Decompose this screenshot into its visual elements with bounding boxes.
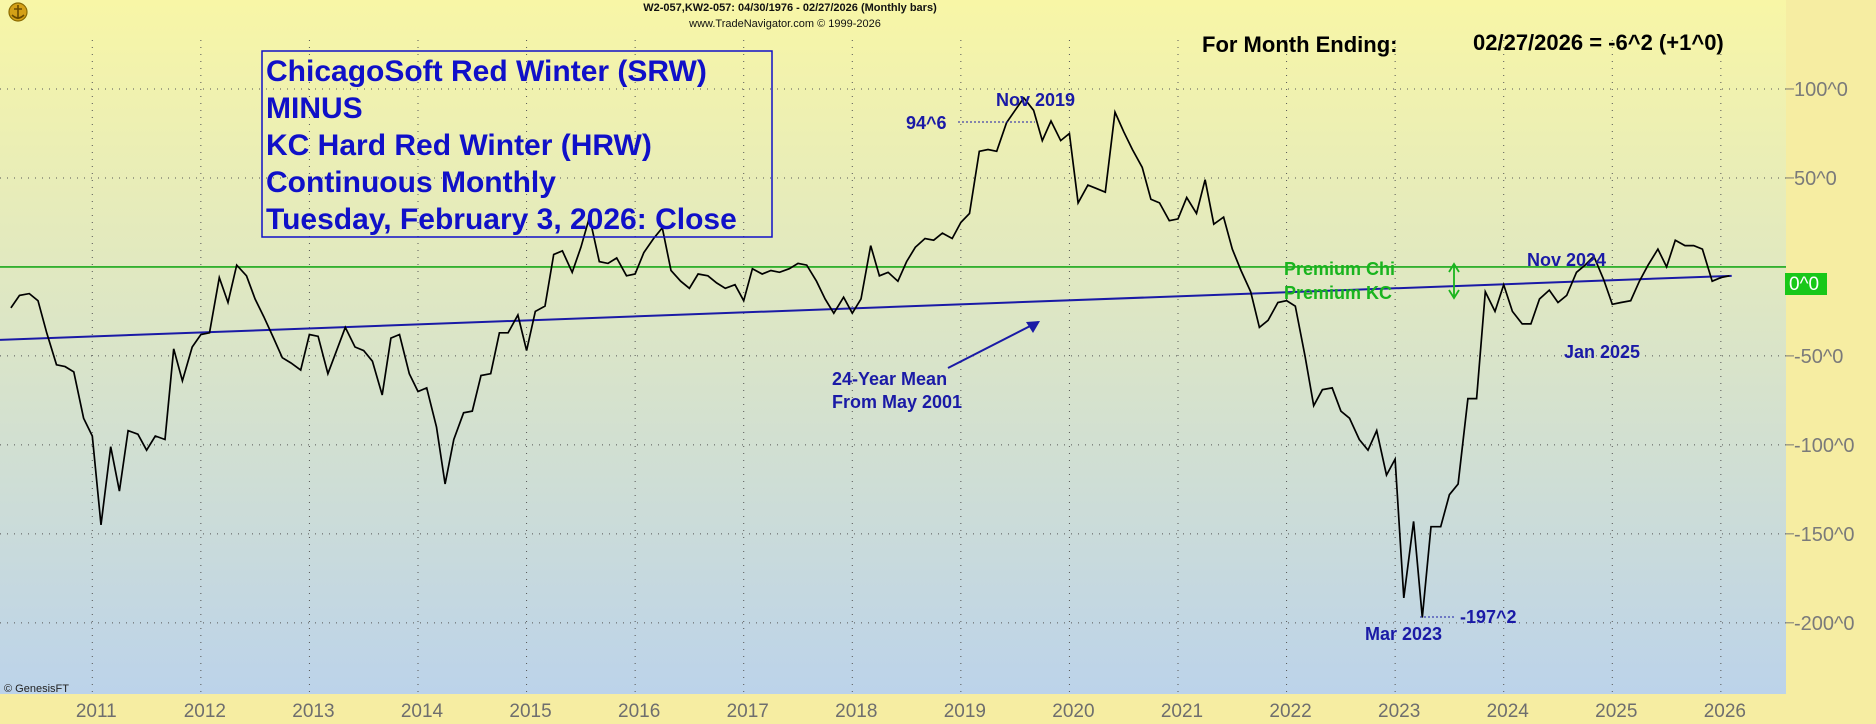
- y-tick-label: -200^0: [1794, 613, 1855, 635]
- x-tick-label: 2017: [727, 701, 769, 722]
- y-tick-label: 100^0: [1794, 79, 1848, 101]
- anchor-logo-icon: [8, 2, 28, 22]
- title-box: [261, 50, 773, 238]
- jan2025-label: Jan 2025: [1564, 342, 1640, 362]
- title-line: Continuous Monthly: [266, 166, 556, 199]
- mar2023-label: Mar 2023: [1365, 624, 1442, 644]
- x-tick-label: 2013: [292, 701, 334, 722]
- y-axis-ticks: 100^0 50^0 -50^0 -100^0 -150^0 -200^0: [1786, 79, 1855, 635]
- title-text: ChicagoSoft Red Winter (SRW) MINUS KC Hard…: [266, 55, 737, 236]
- x-tick-label: 2014: [401, 701, 444, 722]
- mean-label-line2: From May 2001: [832, 392, 962, 412]
- x-tick-label: 2020: [1052, 701, 1094, 722]
- x-axis-band: [0, 694, 1876, 724]
- nov2024-label: Nov 2024: [1527, 250, 1606, 270]
- title-line: Tuesday, February 3, 2026: Close: [266, 203, 737, 236]
- y-axis-band: [1786, 0, 1876, 724]
- mean-arrow-icon: [947, 321, 1040, 369]
- month-ending-label: For Month Ending:: [1202, 32, 1398, 57]
- premium-chi-label: Premium Chi: [1284, 259, 1395, 279]
- x-tick-label: 2012: [184, 701, 226, 722]
- low-value-label: -197^2: [1460, 607, 1517, 627]
- zero-badge: [1785, 273, 1827, 295]
- zero-badge-label: 0^0: [1789, 274, 1819, 295]
- plot-background: [0, 0, 1786, 694]
- high-value-label: 94^6: [906, 113, 947, 133]
- x-tick-label: 2022: [1269, 701, 1311, 722]
- y-tick-label: -150^0: [1794, 524, 1855, 546]
- x-tick-label: 2025: [1595, 701, 1637, 722]
- title-line: KC Hard Red Winter (HRW): [266, 129, 652, 162]
- mean-label-line1: 24-Year Mean: [832, 369, 947, 389]
- y-tick-label: -100^0: [1794, 435, 1855, 457]
- x-tick-label: 2019: [944, 701, 986, 722]
- x-tick-label: 2018: [835, 701, 877, 722]
- series-line: [10, 96, 1730, 618]
- premium-kc-label: Premium KC: [1284, 283, 1392, 303]
- nov2019-label: Nov 2019: [996, 90, 1075, 110]
- mean-line: [0, 274, 1732, 341]
- y-tick-label: 50^0: [1794, 168, 1837, 190]
- title-line: MINUS: [266, 92, 363, 125]
- genesis-credit: © GenesisFT: [4, 683, 69, 695]
- x-tick-label: 2024: [1487, 701, 1530, 722]
- copyright: www.TradeNavigator.com © 1999-2026: [688, 18, 881, 30]
- y-tick-label: -50^0: [1794, 346, 1843, 368]
- x-tick-label: 2016: [618, 701, 660, 722]
- x-axis-ticks: 2011 2012 2013 2014 2015 2016 2017 2018 2019 2020…: [76, 701, 1746, 722]
- x-tick-label: 2015: [509, 701, 551, 722]
- x-tick-label: 2021: [1161, 701, 1203, 722]
- x-tick-label: 2023: [1378, 701, 1420, 722]
- x-tick-label: 2026: [1704, 701, 1746, 722]
- double-arrow-icon: [1448, 262, 1460, 300]
- series-info: W2-057,KW2-057: 04/30/1976 - 02/27/2026 …: [643, 2, 937, 14]
- month-ending-value: 02/27/2026 = -6^2 (+1^0): [1473, 30, 1724, 55]
- title-line: ChicagoSoft Red Winter (SRW): [266, 55, 707, 88]
- x-tick-label: 2011: [76, 701, 117, 722]
